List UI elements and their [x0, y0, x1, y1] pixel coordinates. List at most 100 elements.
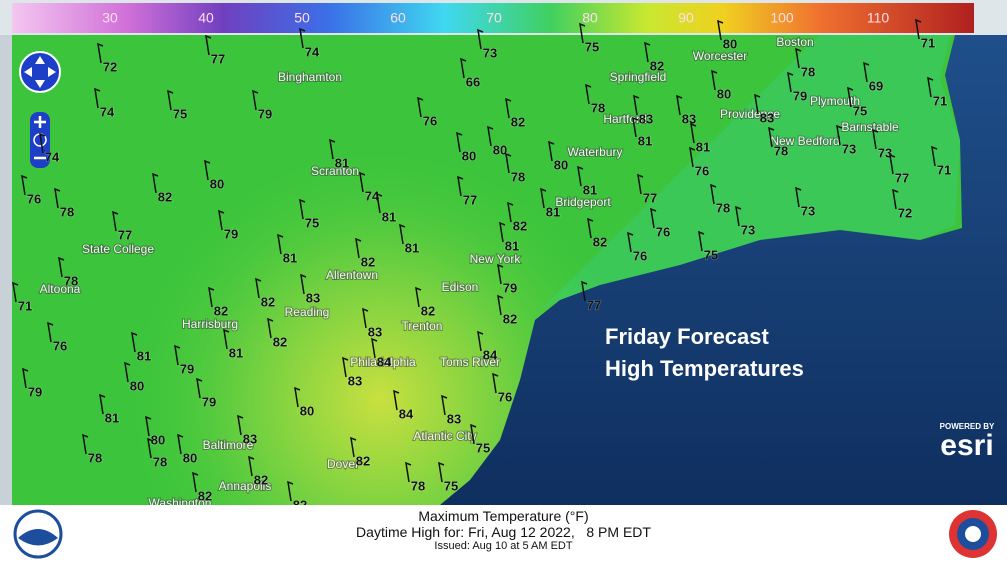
nav-controls[interactable] [19, 51, 61, 168]
city-label: Altoona [40, 282, 81, 296]
wind-barb [39, 132, 46, 154]
city-label: Binghamton [278, 70, 342, 84]
city-label: Harrisburg [182, 317, 238, 331]
temperature-label: 83 [368, 324, 382, 339]
city-label: Barnstable [841, 120, 899, 134]
temperature-label: 77 [587, 297, 601, 312]
temperature-label: 78 [411, 478, 425, 493]
zoom-icons [34, 116, 46, 160]
wind-barb [267, 317, 274, 339]
footer-issued: Issued: Aug 10 at 5 AM EDT [434, 540, 573, 552]
temperature-label: 80 [723, 36, 737, 51]
footer: Maximum Temperature (°F) Daytime High fo… [0, 505, 1007, 563]
temperature-label: 82 [158, 189, 172, 204]
wind-barb [204, 159, 211, 181]
wind-barb [735, 205, 742, 227]
temperature-label: 71 [921, 35, 935, 50]
wind-barb [892, 188, 899, 210]
wind-barb [457, 175, 464, 197]
wind-barb [294, 386, 301, 408]
wind-barb [460, 57, 467, 79]
wind-barb [787, 71, 794, 93]
temperature-label: 83 [682, 111, 696, 126]
temperature-label: 79 [793, 88, 807, 103]
wind-barb [690, 122, 697, 144]
city-label: State College [82, 242, 154, 256]
wind-barb [147, 437, 154, 459]
city-label: Worcester [693, 49, 747, 63]
wind-barb [405, 461, 412, 483]
map: 30 40 50 60 70 80 90 100 110 Friday Forecast Hig… [0, 0, 1007, 505]
wind-barb [698, 230, 705, 252]
city-label: Waterbury [568, 145, 623, 159]
wind-barb [711, 69, 718, 91]
temperature-label: 78 [511, 169, 525, 184]
city-label: Plymouth [810, 94, 860, 108]
temperature-label: 77 [211, 51, 225, 66]
wind-barb [252, 89, 259, 111]
temperature-label: 83 [447, 411, 461, 426]
temperature-label: 77 [895, 170, 909, 185]
temperature-label: 82 [593, 234, 607, 249]
wind-barb [329, 138, 336, 160]
wind-barb [174, 344, 181, 366]
wind-barb [456, 131, 463, 153]
wind-barb [359, 171, 366, 193]
temperature-label: 75 [704, 247, 718, 262]
temperature-label: 81 [583, 182, 597, 197]
zoom-bar[interactable] [30, 112, 50, 168]
city-label: Hartford [603, 112, 646, 126]
wind-barb [499, 221, 506, 243]
colorbar-tick-label: 110 [867, 10, 890, 26]
overlay-title: Friday Forecast [605, 324, 770, 349]
temperature-label: 81 [505, 238, 519, 253]
temperature-label: 72 [103, 59, 117, 74]
temperature-label: 76 [633, 248, 647, 263]
wind-barb [487, 125, 494, 147]
temperature-label: 82 [361, 254, 375, 269]
temperature-label: 79 [224, 226, 238, 241]
temperature-label: 74 [365, 188, 380, 203]
wind-barb [237, 414, 244, 436]
wind-barb [196, 377, 203, 399]
temperature-label: 84 [399, 406, 414, 421]
wind-barb [12, 281, 19, 303]
wind-barb [470, 423, 477, 445]
temperature-label: 80 [300, 403, 314, 418]
wind-barb [299, 27, 306, 49]
wind-barb [350, 436, 357, 458]
colorbar [12, 3, 974, 33]
city-label: Atlantic City [413, 429, 476, 443]
temperature-label: 69 [869, 78, 883, 93]
wind-barb [931, 145, 938, 167]
temperature-label: 81 [137, 348, 151, 363]
temperature-label: 75 [173, 106, 187, 121]
wind-barb [492, 372, 499, 394]
temperature-label: 82 [198, 488, 212, 503]
wind-barb [277, 233, 284, 255]
pan-control[interactable] [19, 51, 61, 93]
wind-barb [417, 96, 424, 118]
temperature-label: 81 [382, 209, 396, 224]
wind-barb [915, 18, 922, 40]
wind-barb [689, 146, 696, 168]
temperature-label: 81 [638, 133, 652, 148]
wind-barb [579, 22, 586, 44]
wind-barb [371, 337, 378, 359]
wind-barb [795, 186, 802, 208]
temperature-label: 75 [444, 478, 458, 493]
wind-barb [218, 209, 225, 231]
temperature-label: 78 [88, 450, 102, 465]
city-label: Dover [327, 457, 359, 471]
temperature-label: 79 [503, 280, 517, 295]
wind-barb [376, 192, 383, 214]
temperature-label: 78 [801, 64, 815, 79]
wind-barb [438, 461, 445, 483]
city-label: Bridgeport [555, 195, 611, 209]
wind-barb [192, 471, 199, 493]
temperature-label: 74 [45, 149, 60, 164]
temperature-label: 81 [105, 410, 119, 425]
wind-barb [585, 83, 592, 105]
temperature-label: 66 [466, 74, 480, 89]
temperature-label: 82 [356, 453, 370, 468]
